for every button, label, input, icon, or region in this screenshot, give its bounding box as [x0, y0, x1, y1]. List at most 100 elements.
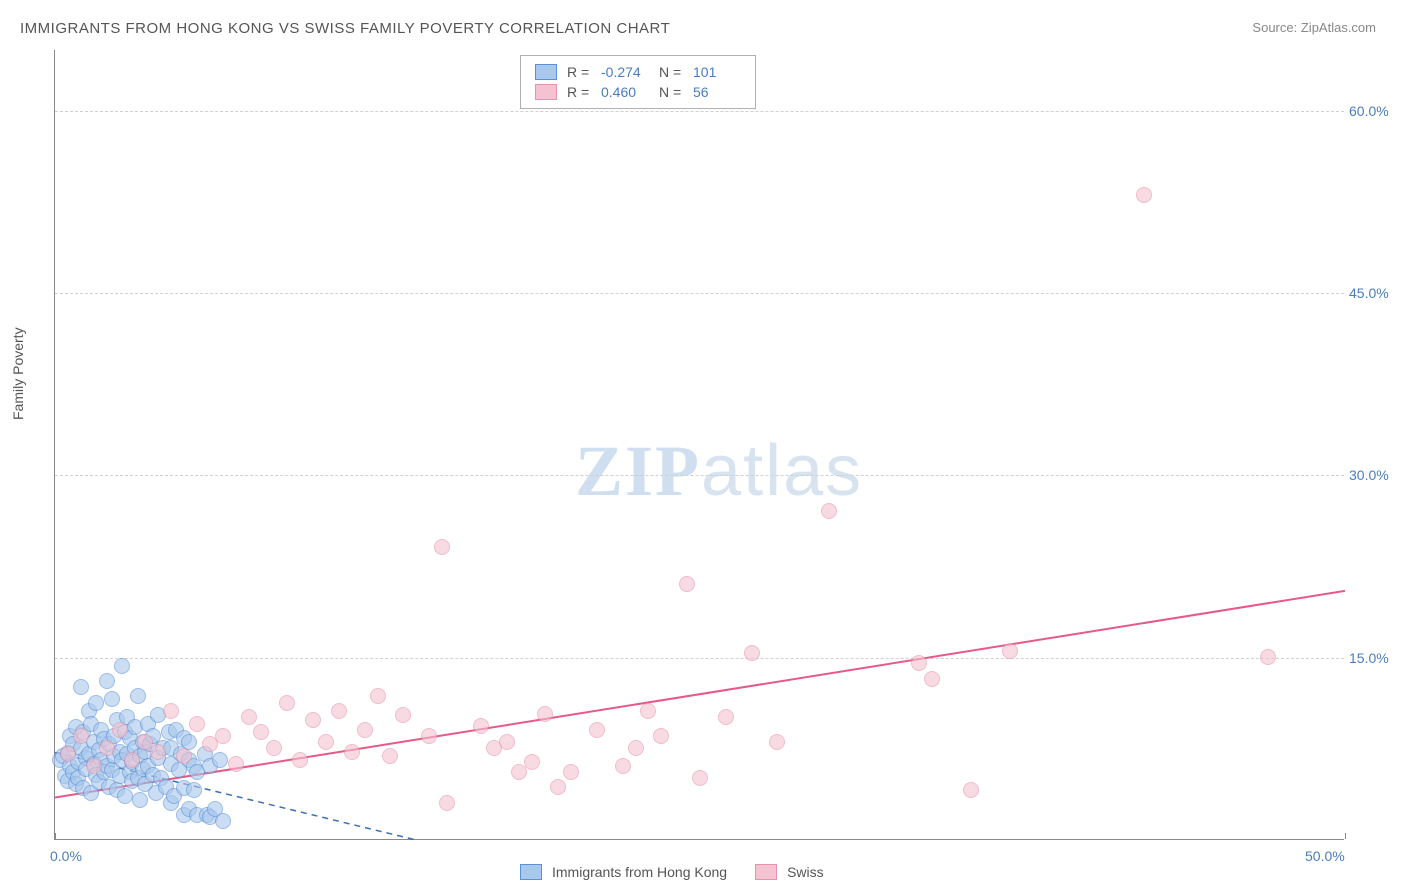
- data-point-swiss: [499, 734, 515, 750]
- data-point-swiss: [911, 655, 927, 671]
- source-label: Source:: [1252, 20, 1297, 35]
- data-point-swiss: [331, 703, 347, 719]
- data-point-swiss: [318, 734, 334, 750]
- data-point-hongkong: [114, 658, 130, 674]
- data-point-swiss: [615, 758, 631, 774]
- data-point-swiss: [628, 740, 644, 756]
- data-point-swiss: [1260, 649, 1276, 665]
- n-value: 56: [693, 84, 741, 100]
- legend-swatch: [520, 864, 542, 880]
- data-point-hongkong: [73, 679, 89, 695]
- data-point-swiss: [279, 695, 295, 711]
- data-point-swiss: [189, 716, 205, 732]
- gridline: [55, 658, 1344, 659]
- chart-title: IMMIGRANTS FROM HONG KONG VS SWISS FAMIL…: [20, 20, 670, 37]
- data-point-swiss: [421, 728, 437, 744]
- n-label: N =: [659, 84, 683, 100]
- data-point-swiss: [550, 779, 566, 795]
- data-point-swiss: [86, 758, 102, 774]
- data-point-swiss: [176, 748, 192, 764]
- legend-series-name: Swiss: [787, 864, 824, 880]
- x-tick-mark: [1345, 833, 1346, 839]
- data-point-swiss: [266, 740, 282, 756]
- data-point-swiss: [769, 734, 785, 750]
- data-point-hongkong: [132, 792, 148, 808]
- data-point-hongkong: [104, 691, 120, 707]
- gridline: [55, 111, 1344, 112]
- data-point-swiss: [524, 754, 540, 770]
- legend-row-hongkong: R =-0.274N =101: [535, 62, 741, 82]
- data-point-swiss: [744, 645, 760, 661]
- data-point-swiss: [439, 795, 455, 811]
- data-point-swiss: [924, 671, 940, 687]
- data-point-swiss: [1136, 187, 1152, 203]
- data-point-swiss: [344, 744, 360, 760]
- legend-series-name: Immigrants from Hong Kong: [552, 864, 727, 880]
- data-point-swiss: [640, 703, 656, 719]
- data-point-swiss: [357, 722, 373, 738]
- legend-swatch: [535, 84, 557, 100]
- x-tick-label: 0.0%: [50, 848, 82, 864]
- data-point-swiss: [821, 503, 837, 519]
- trend-line-swiss: [55, 591, 1345, 798]
- data-point-swiss: [305, 712, 321, 728]
- data-point-swiss: [434, 539, 450, 555]
- data-point-hongkong: [130, 688, 146, 704]
- y-tick-label: 60.0%: [1349, 103, 1404, 119]
- data-point-hongkong: [117, 788, 133, 804]
- watermark: ZIPatlas: [575, 430, 863, 513]
- source-name: ZipAtlas.com: [1301, 20, 1376, 35]
- legend-row-swiss: R = 0.460 N = 56: [535, 82, 741, 102]
- data-point-swiss: [150, 744, 166, 760]
- data-point-swiss: [370, 688, 386, 704]
- data-point-swiss: [73, 728, 89, 744]
- n-value: 101: [693, 64, 741, 80]
- data-point-swiss: [653, 728, 669, 744]
- watermark-atlas: atlas: [701, 431, 863, 511]
- data-point-swiss: [563, 764, 579, 780]
- plot-area: ZIPatlas 15.0%30.0%45.0%60.0%0.0%50.0%: [54, 50, 1344, 840]
- data-point-swiss: [163, 703, 179, 719]
- data-point-hongkong: [215, 813, 231, 829]
- y-tick-label: 45.0%: [1349, 285, 1404, 301]
- data-point-swiss: [692, 770, 708, 786]
- r-label: R =: [567, 84, 591, 100]
- data-point-swiss: [718, 709, 734, 725]
- data-point-swiss: [99, 740, 115, 756]
- y-axis-label: Family Poverty: [10, 327, 26, 420]
- y-tick-label: 30.0%: [1349, 467, 1404, 483]
- data-point-hongkong: [88, 695, 104, 711]
- n-label: N =: [659, 64, 683, 80]
- x-tick-label: 50.0%: [1305, 848, 1345, 864]
- y-tick-label: 15.0%: [1349, 650, 1404, 666]
- data-point-swiss: [253, 724, 269, 740]
- series-legend: Immigrants from Hong Kong Swiss: [520, 864, 842, 880]
- legend-swatch: [755, 864, 777, 880]
- data-point-swiss: [228, 756, 244, 772]
- data-point-swiss: [679, 576, 695, 592]
- data-point-swiss: [241, 709, 257, 725]
- data-point-swiss: [112, 722, 128, 738]
- gridline: [55, 293, 1344, 294]
- r-value: -0.274: [601, 64, 649, 80]
- data-point-swiss: [1002, 643, 1018, 659]
- correlation-legend: R = -0.274 N = 101 R = 0.460 N = 56: [520, 55, 756, 109]
- watermark-zip: ZIP: [575, 431, 701, 511]
- data-point-swiss: [963, 782, 979, 798]
- source-attribution: Source: ZipAtlas.com: [1252, 20, 1376, 35]
- legend-swatch: [535, 64, 557, 80]
- data-point-swiss: [382, 748, 398, 764]
- data-point-swiss: [589, 722, 605, 738]
- data-point-swiss: [60, 746, 76, 762]
- gridline: [55, 475, 1344, 476]
- data-point-swiss: [395, 707, 411, 723]
- data-point-hongkong: [212, 752, 228, 768]
- data-point-swiss: [292, 752, 308, 768]
- data-point-hongkong: [186, 782, 202, 798]
- data-point-swiss: [215, 728, 231, 744]
- data-point-hongkong: [99, 673, 115, 689]
- r-value: 0.460: [601, 84, 649, 100]
- data-point-swiss: [473, 718, 489, 734]
- x-tick-mark: [55, 833, 56, 839]
- data-point-swiss: [537, 706, 553, 722]
